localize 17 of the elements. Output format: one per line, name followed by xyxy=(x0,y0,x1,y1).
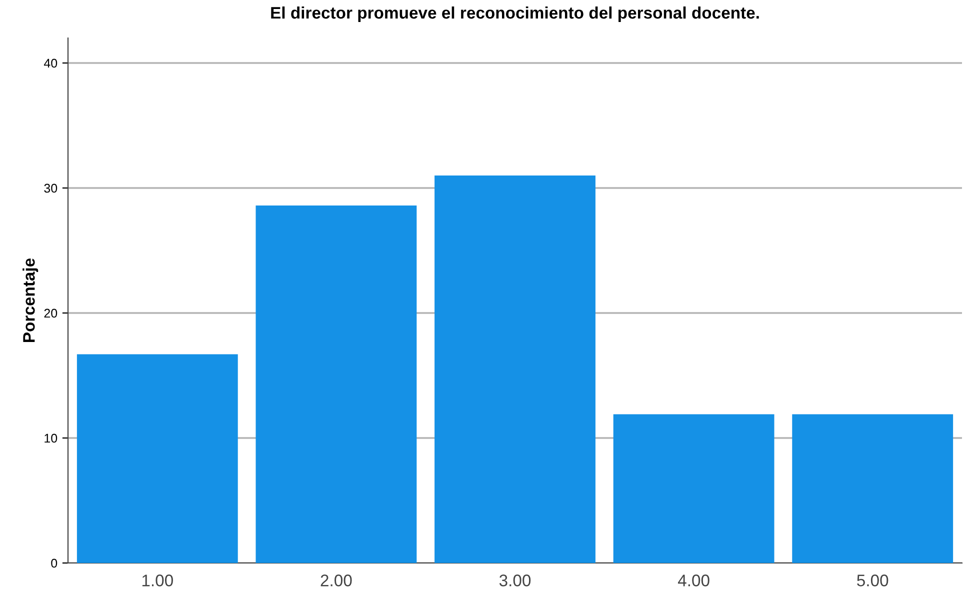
x-tick-label: 1.00 xyxy=(142,574,173,586)
y-tick-label: 0 xyxy=(51,558,58,568)
y-tick-label: 10 xyxy=(44,434,58,443)
x-tick-label: 2.00 xyxy=(320,574,352,586)
bar xyxy=(76,354,238,563)
chart-title: El director promueve el reconocimiento del personal docente. xyxy=(271,6,759,22)
x-tick-label: 4.00 xyxy=(678,574,710,586)
x-tick-label: 5.00 xyxy=(857,574,888,586)
bar xyxy=(792,414,954,563)
y-tick-label: 20 xyxy=(44,308,58,318)
y-axis-title: Porcentaje xyxy=(22,258,38,342)
bar xyxy=(434,176,596,563)
bar xyxy=(613,414,774,563)
y-tick-label: 30 xyxy=(44,184,58,193)
x-tick-label: 3.00 xyxy=(499,574,531,586)
bar xyxy=(256,206,417,563)
y-tick-label: 40 xyxy=(44,58,58,68)
